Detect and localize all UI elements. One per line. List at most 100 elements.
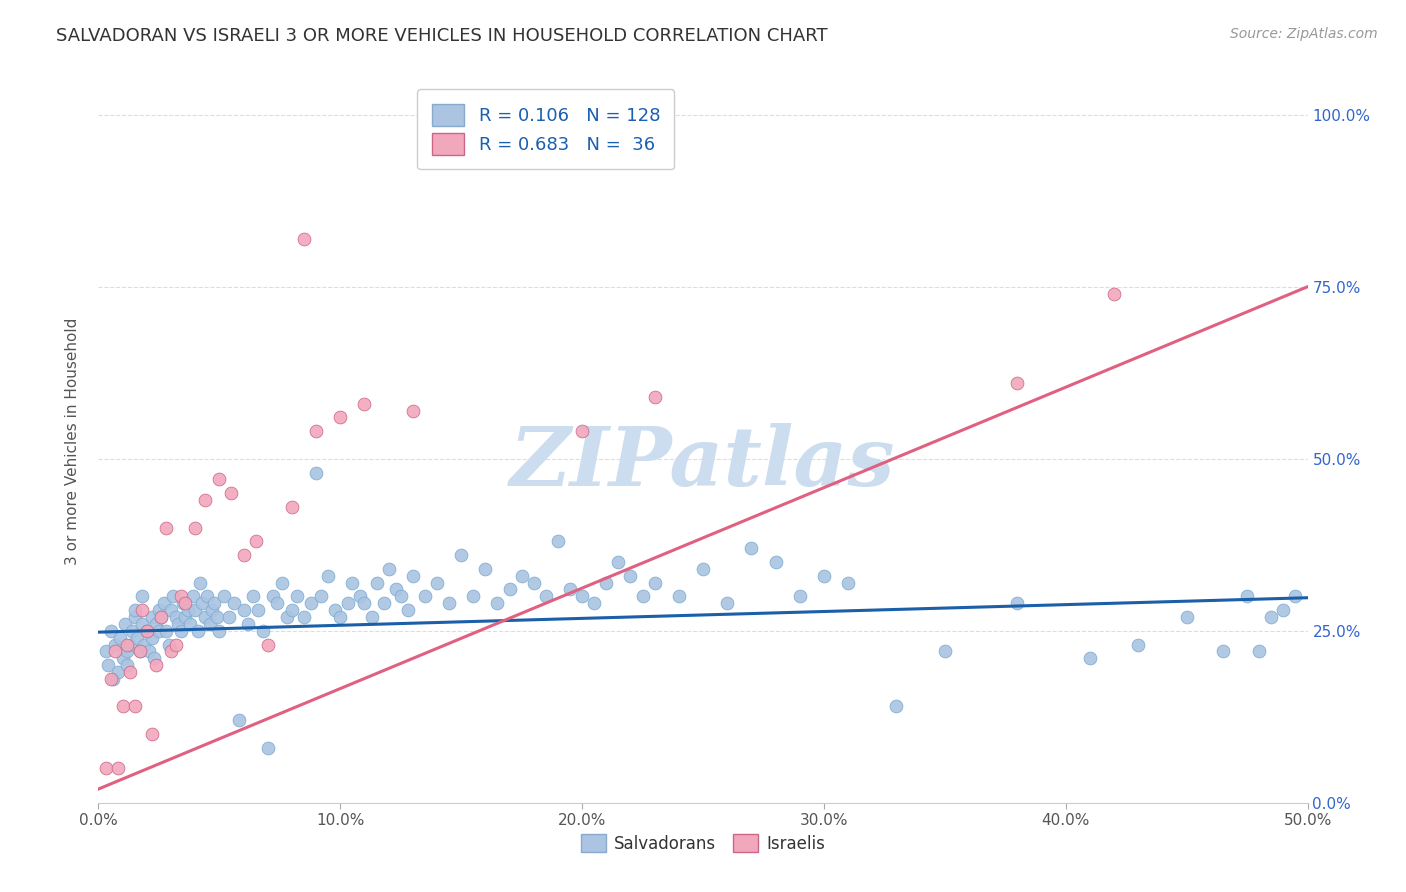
- Point: [276, 610, 298, 624]
- Point: [402, 403, 425, 417]
- Point: [108, 631, 131, 645]
- Point: [402, 568, 425, 582]
- Point: [194, 610, 217, 624]
- Point: [342, 575, 364, 590]
- Point: [510, 568, 533, 582]
- Point: [155, 624, 177, 638]
- Point: [177, 603, 200, 617]
- Point: [141, 727, 163, 741]
- Point: [135, 624, 157, 638]
- Point: [886, 699, 908, 714]
- Point: [385, 582, 408, 597]
- Point: [325, 603, 347, 617]
- Point: [118, 638, 141, 652]
- Point: [583, 596, 606, 610]
- Point: [349, 590, 371, 604]
- Point: [218, 610, 240, 624]
- Point: [100, 672, 122, 686]
- Point: [336, 596, 359, 610]
- Point: [222, 596, 245, 610]
- Point: [174, 610, 197, 624]
- Point: [396, 603, 419, 617]
- Point: [1078, 651, 1101, 665]
- Point: [486, 596, 509, 610]
- Point: [316, 568, 339, 582]
- Point: [252, 624, 274, 638]
- Point: [523, 575, 546, 590]
- Point: [329, 610, 352, 624]
- Point: [205, 610, 228, 624]
- Point: [571, 590, 593, 604]
- Point: [463, 590, 485, 604]
- Point: [145, 658, 167, 673]
- Point: [188, 575, 211, 590]
- Point: [242, 590, 264, 604]
- Point: [201, 603, 224, 617]
- Point: [128, 644, 150, 658]
- Point: [360, 610, 382, 624]
- Point: [194, 493, 217, 508]
- Point: [413, 590, 436, 604]
- Text: Source: ZipAtlas.com: Source: ZipAtlas.com: [1230, 27, 1378, 41]
- Point: [131, 603, 153, 617]
- Point: [165, 638, 187, 652]
- Point: [160, 603, 183, 617]
- Point: [426, 575, 449, 590]
- Point: [534, 590, 557, 604]
- Point: [107, 665, 129, 679]
- Point: [631, 590, 654, 604]
- Point: [124, 699, 146, 714]
- Point: [117, 638, 139, 652]
- Point: [148, 624, 170, 638]
- Point: [117, 644, 139, 658]
- Point: [157, 638, 180, 652]
- Point: [169, 624, 191, 638]
- Point: [547, 534, 569, 549]
- Point: [124, 603, 146, 617]
- Point: [305, 424, 328, 438]
- Point: [208, 624, 231, 638]
- Point: [167, 616, 190, 631]
- Point: [498, 582, 520, 597]
- Point: [208, 472, 231, 486]
- Point: [692, 562, 714, 576]
- Point: [111, 651, 134, 665]
- Point: [111, 699, 134, 714]
- Point: [101, 672, 124, 686]
- Point: [266, 596, 288, 610]
- Point: [104, 638, 127, 652]
- Point: [299, 596, 322, 610]
- Text: SALVADORAN VS ISRAELI 3 OR MORE VEHICLES IN HOUSEHOLD CORRELATION CHART: SALVADORAN VS ISRAELI 3 OR MORE VEHICLES…: [56, 27, 828, 45]
- Point: [232, 603, 254, 617]
- Point: [198, 616, 221, 631]
- Point: [292, 610, 315, 624]
- Point: [281, 603, 304, 617]
- Point: [94, 761, 117, 775]
- Point: [187, 624, 209, 638]
- Point: [174, 596, 197, 610]
- Point: [100, 624, 122, 638]
- Point: [131, 590, 153, 604]
- Point: [644, 575, 666, 590]
- Point: [285, 590, 308, 604]
- Point: [160, 644, 183, 658]
- Y-axis label: 3 or more Vehicles in Household: 3 or more Vehicles in Household: [65, 318, 80, 566]
- Point: [114, 616, 136, 631]
- Point: [128, 644, 150, 658]
- Point: [789, 590, 811, 604]
- Point: [353, 397, 375, 411]
- Point: [127, 631, 149, 645]
- Point: [256, 740, 278, 755]
- Point: [292, 231, 315, 245]
- Point: [1272, 603, 1295, 617]
- Point: [1260, 610, 1282, 624]
- Point: [329, 410, 352, 425]
- Point: [228, 713, 250, 727]
- Point: [118, 665, 141, 679]
- Point: [716, 596, 738, 610]
- Point: [184, 520, 207, 534]
- Point: [305, 466, 328, 480]
- Point: [143, 651, 166, 665]
- Point: [141, 631, 163, 645]
- Point: [117, 658, 139, 673]
